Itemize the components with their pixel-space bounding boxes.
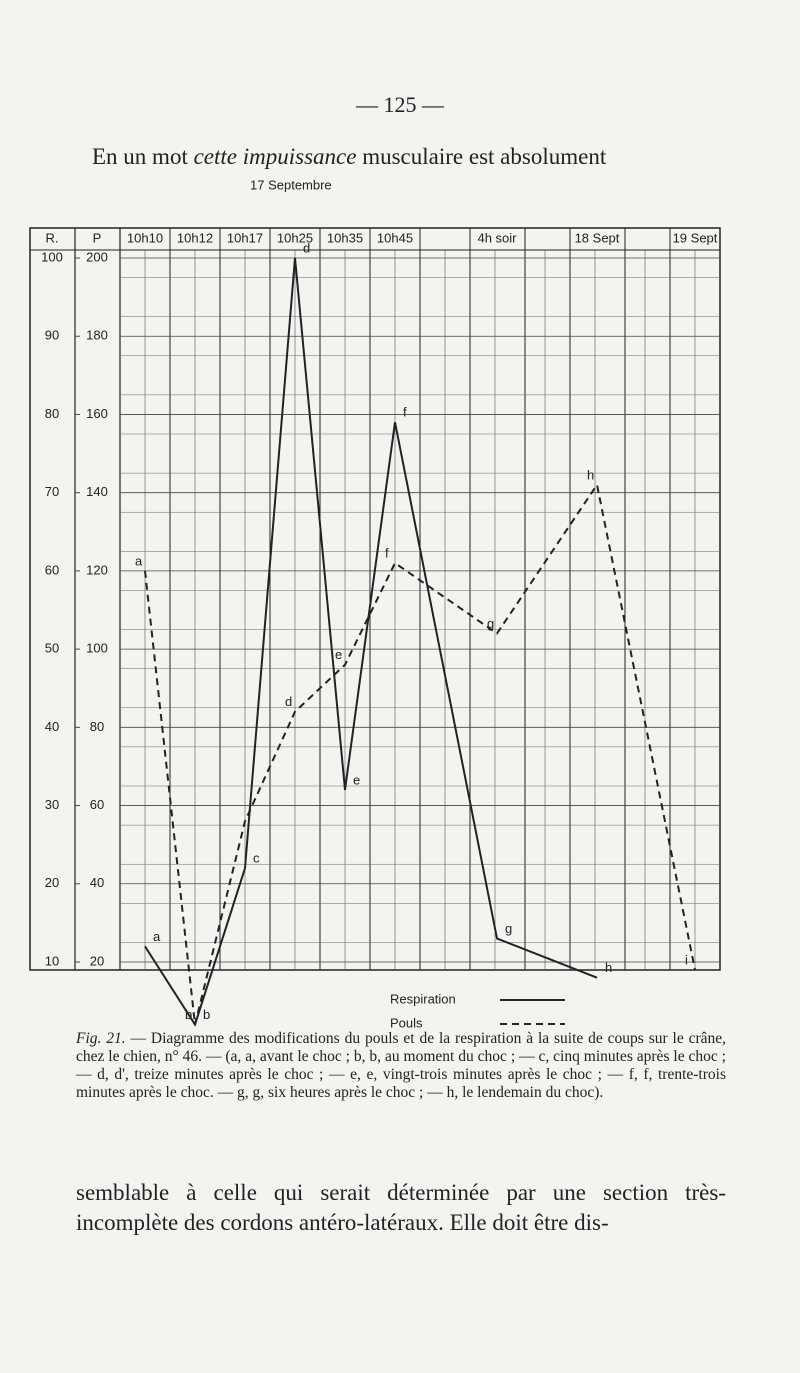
x-tick-label: 4h soir — [477, 230, 517, 245]
body-text: semblable à celle qui serait déterminée … — [76, 1180, 726, 1235]
intro-line: En un mot cette impuissance musculaire e… — [92, 144, 606, 170]
point-label: b — [185, 1007, 192, 1022]
y2-tick-label: 40 — [90, 875, 104, 890]
point-label: h — [605, 960, 612, 975]
y2-tick-label: 60 — [90, 797, 104, 812]
y2-tick-label: 180 — [86, 328, 108, 343]
x-tick-label: 10h45 — [377, 230, 413, 245]
text: En un mot — [92, 144, 194, 169]
y2-tick-label: 160 — [86, 406, 108, 421]
italic-text: cette impuissance — [193, 144, 357, 169]
x-tick-label: 10h35 — [327, 230, 363, 245]
point-label: b — [203, 1007, 210, 1022]
legend-label: Respiration — [390, 991, 456, 1006]
data-line — [144, 482, 696, 1025]
y-tick-label: 10 — [45, 953, 59, 968]
point-label: e — [353, 772, 360, 787]
page-number: — 125 — — [356, 92, 444, 117]
x-tick-label: 10h12 — [177, 230, 213, 245]
y-tick-label: 90 — [45, 328, 59, 343]
y-tick-label: 30 — [45, 797, 59, 812]
point-label: g — [487, 616, 494, 631]
y-tick-label: 60 — [45, 562, 59, 577]
chart: 17 Septembre R. P 10 20 30 40 50 60 70 80 90 100 2… — [29, 177, 721, 1030]
point-label: c — [253, 851, 260, 866]
point-label: a — [153, 929, 161, 944]
x-tick-label: 10h10 — [127, 230, 163, 245]
y-tick-label: 40 — [45, 719, 59, 734]
point-label: f — [403, 405, 407, 420]
y2-tick-label: 120 — [86, 562, 108, 577]
y-tick-label: 50 — [45, 641, 59, 656]
text: musculaire est absolument — [356, 144, 607, 169]
point-label: f — [385, 546, 389, 561]
caption-text: — Diagramme des modifications du pouls e… — [76, 1030, 726, 1101]
legend-label: Pouls — [390, 1015, 423, 1030]
x-tick-label: 10h25 — [277, 230, 313, 245]
y2-tick-label: 80 — [90, 719, 104, 734]
point-label: d — [303, 240, 310, 255]
point-label: g — [505, 921, 512, 936]
point-label: e — [335, 647, 342, 662]
axis-header: P — [93, 230, 102, 245]
y2-tick-label: 100 — [86, 641, 108, 656]
data-line — [144, 257, 598, 1027]
axis-header: R. — [46, 230, 59, 245]
y2-tick-label: 140 — [86, 484, 108, 499]
point-label: a — [135, 553, 143, 568]
y-tick-label: 100 — [41, 249, 63, 264]
y2-tick-label: 200 — [86, 249, 108, 264]
y-tick-label: 20 — [45, 875, 59, 890]
x-tick-label: 10h17 — [227, 230, 263, 245]
x-tick-label: 19 Sept — [673, 230, 718, 245]
x-tick-label: 18 Sept — [575, 230, 620, 245]
top-label: 17 Septembre — [250, 177, 332, 192]
y-tick-label: 70 — [45, 484, 59, 499]
y-tick-label: 80 — [45, 406, 59, 421]
point-label: d — [285, 694, 292, 709]
point-label: i — [685, 952, 688, 967]
frame — [29, 227, 721, 971]
caption: Fig. 21. — Diagramme des modifications d… — [76, 1030, 726, 1102]
y2-tick-label: 20 — [90, 953, 104, 968]
point-label: h — [587, 467, 594, 482]
caption-label: Fig. 21. — [76, 1030, 126, 1047]
